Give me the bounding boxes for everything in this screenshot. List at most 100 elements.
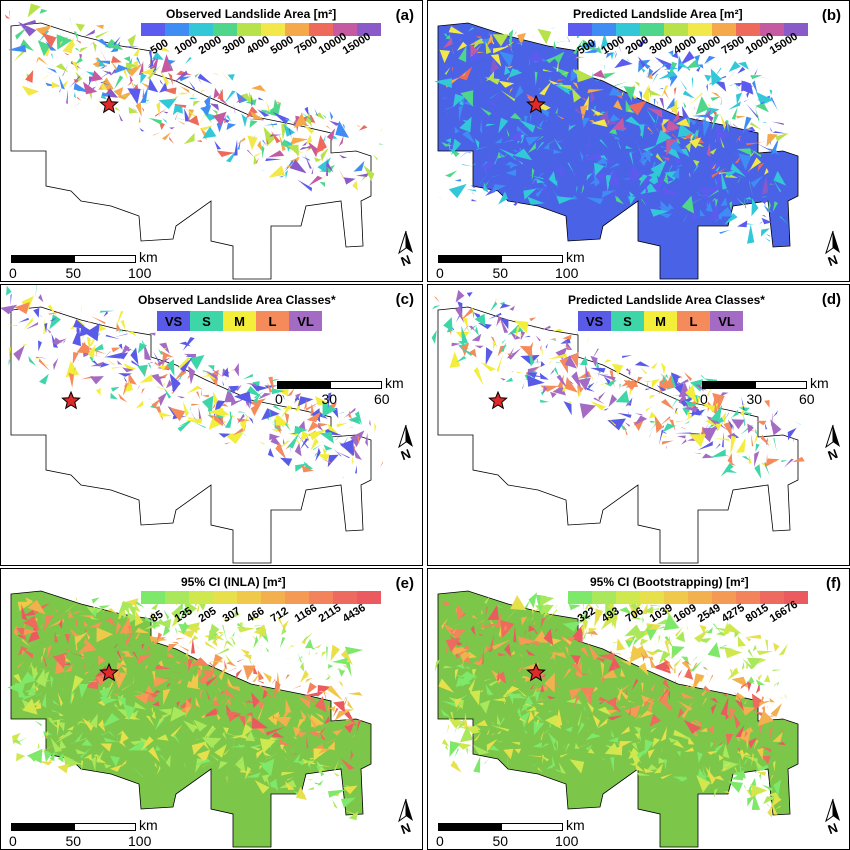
landslide-polygon xyxy=(260,109,270,114)
landslide-polygon xyxy=(275,442,287,460)
landslide-polygon xyxy=(620,668,626,678)
landslide-polygon xyxy=(687,117,691,129)
landslide-polygon xyxy=(340,758,355,770)
landslide-polygon xyxy=(658,88,664,90)
landslide-polygon xyxy=(645,605,653,614)
landslide-polygon xyxy=(123,363,136,371)
landslide-polygon xyxy=(641,695,653,705)
landslide-polygon xyxy=(467,27,475,32)
landslide-polygon xyxy=(241,723,253,739)
landslide-polygon xyxy=(311,167,314,175)
landslide-polygon xyxy=(158,392,168,407)
landslide-polygon xyxy=(653,98,656,107)
landslide-polygon xyxy=(166,644,178,653)
north-arrow-icon: N xyxy=(818,229,848,269)
landslide-polygon xyxy=(287,432,300,449)
landslide-polygon xyxy=(692,114,711,118)
landslide-polygon xyxy=(127,63,144,77)
landslide-polygon xyxy=(628,368,631,376)
landslide-polygon xyxy=(583,705,586,712)
landslide-polygon xyxy=(671,166,680,179)
landslide-polygon xyxy=(201,737,222,748)
landslide-polygon xyxy=(500,90,516,102)
landslide-polygon xyxy=(552,328,564,332)
landslide-polygon xyxy=(480,162,497,170)
landslide-polygon xyxy=(607,120,609,127)
landslide-polygon xyxy=(83,636,89,645)
landslide-polygon xyxy=(259,627,267,640)
landslide-polygon xyxy=(630,164,640,174)
landslide-polygon xyxy=(722,743,730,759)
landslide-polygon xyxy=(666,445,668,450)
landslide-polygon xyxy=(89,713,98,729)
landslide-polygon xyxy=(284,166,289,169)
landslide-polygon xyxy=(182,337,195,351)
landslide-polygon xyxy=(433,296,440,303)
landslide-polygon xyxy=(445,637,461,653)
landslide-polygon xyxy=(320,440,324,443)
landslide-polygon xyxy=(746,223,755,225)
colorbar-swatch xyxy=(333,23,357,36)
landslide-polygon xyxy=(738,153,752,171)
map-canvas xyxy=(428,289,805,564)
landslide-polygon xyxy=(71,61,78,72)
landslide-polygon xyxy=(567,50,577,59)
map-panel-c: (c) Observed Landslide Area Classes* VS S M L… xyxy=(0,284,423,566)
landslide-polygon xyxy=(81,738,93,746)
landslide-polygon xyxy=(264,385,279,389)
landslide-polygon xyxy=(747,423,754,434)
landslide-polygon xyxy=(641,151,651,163)
landslide-polygon xyxy=(779,716,789,723)
map-polygons xyxy=(1,285,384,564)
landslide-polygon xyxy=(605,709,618,714)
landslide-polygon xyxy=(536,719,540,727)
landslide-polygon xyxy=(194,758,211,767)
landslide-polygon xyxy=(500,377,506,381)
landslide-polygon xyxy=(535,361,545,363)
landslide-polygon xyxy=(533,685,538,697)
landslide-polygon xyxy=(533,721,545,736)
landslide-polygon xyxy=(691,656,697,664)
landslide-polygon xyxy=(152,51,164,60)
landslide-polygon xyxy=(743,196,747,209)
landslide-polygon xyxy=(17,21,27,35)
landslide-polygon xyxy=(707,103,712,109)
landslide-polygon xyxy=(658,688,669,703)
landslide-polygon xyxy=(188,659,193,672)
landslide-polygon xyxy=(483,182,489,193)
landslide-polygon xyxy=(580,646,590,658)
landslide-polygon xyxy=(490,725,509,732)
landslide-polygon xyxy=(735,136,741,143)
landslide-polygon xyxy=(748,786,752,797)
landslide-polygon xyxy=(252,394,261,404)
landslide-polygon xyxy=(598,391,606,401)
landslide-polygon xyxy=(342,123,345,130)
landslide-polygon xyxy=(58,712,64,717)
landslide-polygon xyxy=(43,70,52,74)
map-polygons xyxy=(434,22,799,280)
landslide-polygon xyxy=(679,79,687,90)
landslide-polygon xyxy=(700,375,709,383)
landslide-polygon xyxy=(186,385,199,394)
landslide-polygon xyxy=(693,452,702,454)
landslide-polygon xyxy=(471,333,482,342)
landslide-polygon xyxy=(44,759,54,767)
landslide-polygon xyxy=(523,729,528,735)
landslide-polygon xyxy=(37,742,40,750)
landslide-polygon xyxy=(729,224,732,227)
landslide-polygon xyxy=(532,742,542,748)
landslide-polygon xyxy=(209,662,220,672)
landslide-polygon xyxy=(697,64,704,69)
landslide-polygon xyxy=(743,413,746,427)
landslide-polygon xyxy=(140,736,154,751)
landslide-polygon xyxy=(314,157,322,163)
landslide-polygon xyxy=(691,76,694,89)
landslide-polygon xyxy=(590,367,606,373)
landslide-polygon xyxy=(693,720,702,725)
landslide-polygon xyxy=(562,668,572,680)
landslide-polygon xyxy=(8,44,27,53)
landslide-polygon xyxy=(656,385,667,392)
landslide-polygon xyxy=(671,372,682,383)
landslide-polygon xyxy=(720,462,734,477)
landslide-polygon xyxy=(45,730,49,740)
